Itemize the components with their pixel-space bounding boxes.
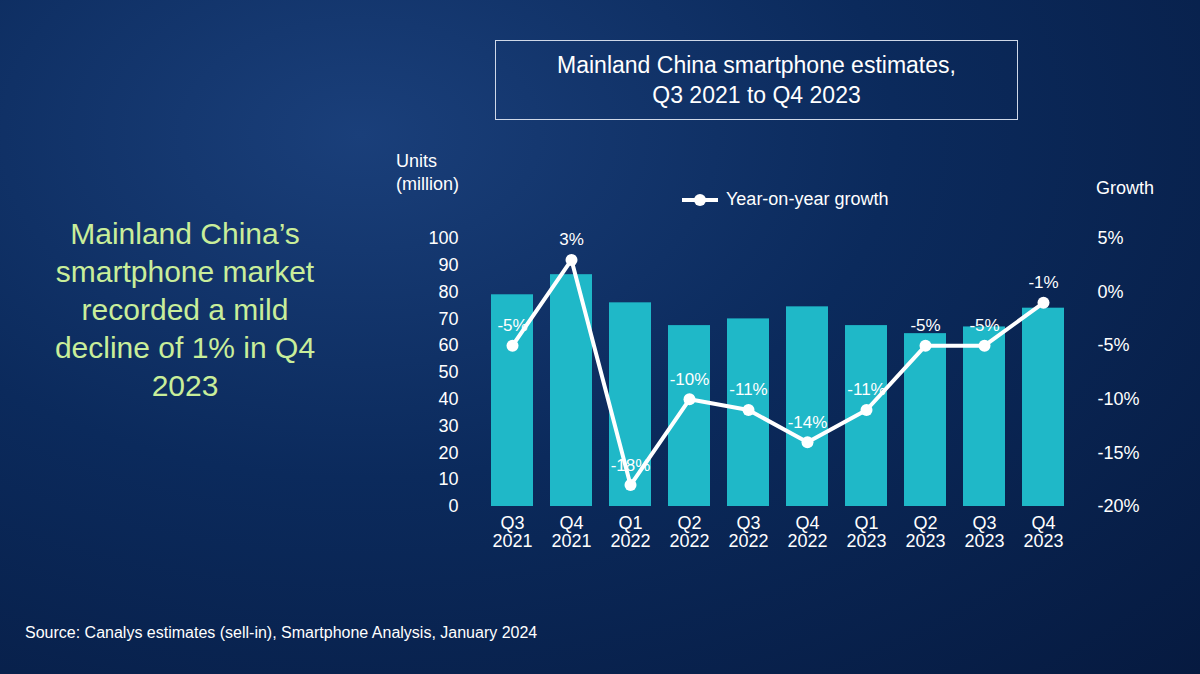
html-text:Mainland China’s smartphone ma: Mainland China’s smartphone market recor…	[54, 217, 316, 402]
svg-text:-1%: -1%	[1028, 273, 1058, 292]
svg-text:Q42022: Q42022	[787, 513, 827, 551]
svg-text:30: 30	[438, 416, 458, 436]
svg-text:60: 60	[438, 335, 458, 355]
svg-text:Q42021: Q42021	[551, 513, 591, 551]
html-text:Year-on-year growth: Year-on-year growth	[726, 189, 889, 209]
svg-text:-10%: -10%	[1098, 389, 1140, 409]
svg-text:-5%: -5%	[497, 316, 527, 335]
svg-text:20: 20	[438, 443, 458, 463]
html-text:Growth: Growth	[1096, 178, 1154, 198]
svg-text:Q22022: Q22022	[669, 513, 709, 551]
svg-text:50: 50	[438, 362, 458, 382]
svg-text:80: 80	[438, 282, 458, 302]
svg-text:-14%: -14%	[788, 413, 828, 432]
svg-text:0%: 0%	[1098, 282, 1124, 302]
svg-text:-20%: -20%	[1098, 496, 1140, 516]
svg-text:-10%: -10%	[670, 370, 710, 389]
svg-text:90: 90	[438, 255, 458, 275]
html-text:Source: Canalys estimates (sel: Source: Canalys estimates (sell-in), Sma…	[25, 624, 538, 641]
svg-text:10: 10	[438, 469, 458, 489]
svg-text:-5%: -5%	[1098, 335, 1130, 355]
svg-text:40: 40	[438, 389, 458, 409]
svg-text:5%: 5%	[1098, 228, 1124, 248]
svg-text:0: 0	[448, 496, 458, 516]
svg-text:100: 100	[428, 228, 458, 248]
svg-text:Q42023: Q42023	[1023, 513, 1063, 551]
svg-text:-11%: -11%	[847, 380, 885, 399]
svg-text:Q22023: Q22023	[905, 513, 945, 551]
html-text:Mainland China smartphone esti: Mainland China smartphone estimates, Q3 …	[557, 52, 956, 108]
svg-text:-11%: -11%	[729, 380, 767, 399]
svg-text:-5%: -5%	[969, 316, 999, 335]
svg-text:Q12023: Q12023	[846, 513, 886, 551]
svg-text:-18%: -18%	[611, 456, 651, 475]
svg-text:Q32022: Q32022	[728, 513, 768, 551]
svg-text:Q32021: Q32021	[492, 513, 532, 551]
svg-text:Q12022: Q12022	[610, 513, 650, 551]
svg-text:70: 70	[438, 309, 458, 329]
svg-text:-15%: -15%	[1098, 443, 1140, 463]
html-text:Units (million): Units (million)	[396, 151, 459, 194]
svg-text:Q32023: Q32023	[964, 513, 1004, 551]
svg-text:-5%: -5%	[910, 316, 940, 335]
svg-text:3%: 3%	[559, 230, 584, 249]
